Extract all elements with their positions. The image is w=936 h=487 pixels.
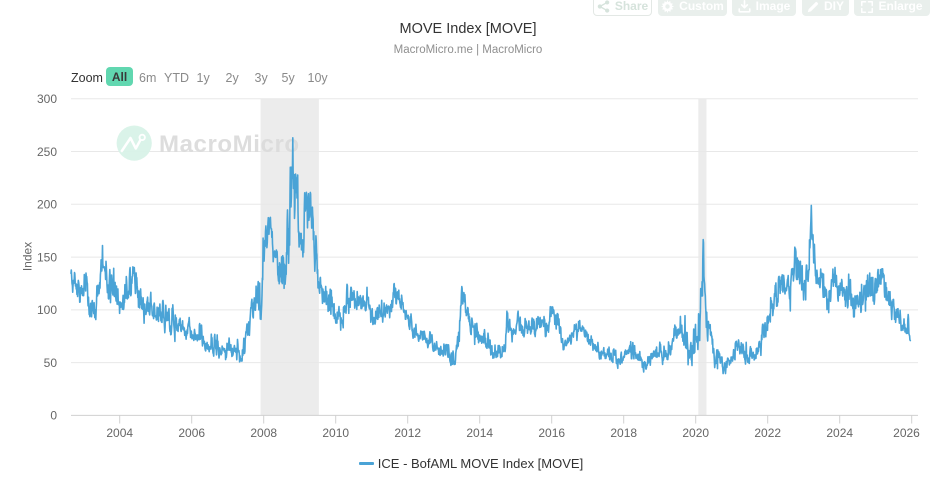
svg-text:2020: 2020 (682, 426, 709, 440)
svg-text:150: 150 (37, 250, 57, 264)
svg-text:2014: 2014 (466, 426, 493, 440)
svg-text:Index: Index (21, 242, 35, 271)
svg-text:2004: 2004 (106, 426, 133, 440)
svg-text:100: 100 (37, 303, 57, 317)
svg-text:2008: 2008 (250, 426, 277, 440)
svg-text:250: 250 (37, 145, 57, 159)
svg-text:2024: 2024 (826, 426, 853, 440)
svg-text:2016: 2016 (538, 426, 565, 440)
svg-text:2026: 2026 (893, 426, 920, 440)
svg-text:300: 300 (37, 92, 57, 106)
svg-text:2012: 2012 (394, 426, 421, 440)
svg-text:2006: 2006 (178, 426, 205, 440)
svg-text:MacroMicro: MacroMicro (159, 131, 300, 158)
svg-text:0: 0 (50, 409, 57, 423)
svg-text:50: 50 (44, 356, 58, 370)
svg-text:2018: 2018 (610, 426, 637, 440)
svg-text:200: 200 (37, 198, 57, 212)
svg-text:2010: 2010 (322, 426, 349, 440)
svg-text:2022: 2022 (754, 426, 781, 440)
